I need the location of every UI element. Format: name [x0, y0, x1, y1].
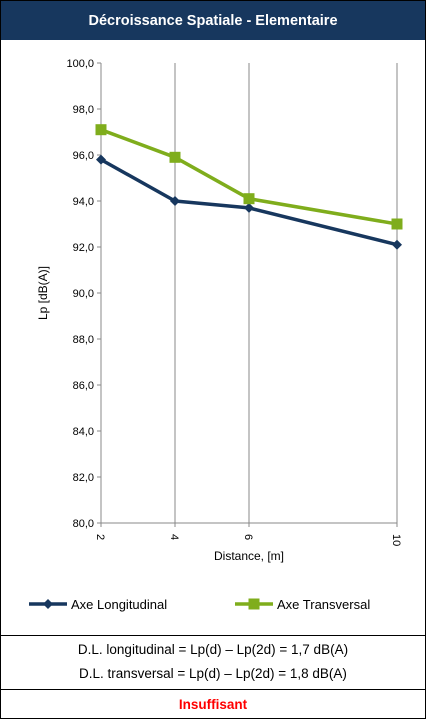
verdict-label: Insuffisant — [178, 696, 248, 712]
legend-marker-2 — [248, 598, 260, 610]
formula-box: D.L. longitudinal = Lp(d) – Lp(2d) = 1,7… — [1, 636, 425, 690]
y-tick-label: 96,0 — [73, 150, 94, 162]
data-point-2 — [169, 151, 181, 163]
y-tick-label: 92,0 — [73, 242, 94, 254]
x-tick-label: 4 — [168, 534, 180, 540]
data-point-2 — [243, 193, 255, 205]
series-line-1 — [100, 158, 398, 247]
y-tick-label: 94,0 — [73, 196, 94, 208]
y-tick-label: 82,0 — [73, 472, 94, 484]
data-point-1 — [96, 154, 106, 165]
formula-transversal: D.L. transversal = Lp(d) – Lp(2d) = 1,8 … — [79, 666, 347, 681]
legend-label-2: Axe Transversal — [277, 597, 370, 612]
chart-area: 80,0 82,0 84,0 86,0 88,0 90,0 92,0 94,0 96,0 98,0… — [1, 40, 425, 636]
x-tick-label: 10 — [390, 534, 402, 546]
y-tick-label: 100,0 — [66, 58, 94, 70]
y-tick-label: 84,0 — [73, 426, 94, 438]
y-tick-label: 86,0 — [73, 380, 94, 392]
x-tick-label: 2 — [94, 534, 106, 540]
data-point-2 — [95, 124, 107, 136]
data-point-1 — [170, 196, 180, 206]
chart-title: Décroissance Spatiale - Elementaire — [1, 1, 425, 40]
data-point-1 — [244, 202, 254, 213]
series-line-2 — [100, 128, 398, 226]
y-tick-label: 90,0 — [73, 288, 94, 300]
data-point-2 — [391, 218, 403, 230]
y-axis-title: Lp [dB(A)] — [36, 266, 50, 320]
y-tick-label: 80,0 — [73, 518, 94, 530]
y-tick-label: 98,0 — [73, 104, 94, 116]
y-tick-label: 88,0 — [73, 334, 94, 346]
x-axis-title: Distance, [m] — [214, 549, 284, 563]
legend-marker-1 — [43, 599, 53, 609]
legend-label-1: Axe Longitudinal — [71, 597, 167, 612]
formula-longitudinal: D.L. longitudinal = Lp(d) – Lp(2d) = 1,7… — [77, 642, 349, 657]
line-chart: 80,0 82,0 84,0 86,0 88,0 90,0 92,0 94,0 96,0 98,0… — [29, 58, 403, 612]
x-tick-label: 6 — [242, 534, 254, 540]
data-point-1 — [392, 239, 402, 250]
